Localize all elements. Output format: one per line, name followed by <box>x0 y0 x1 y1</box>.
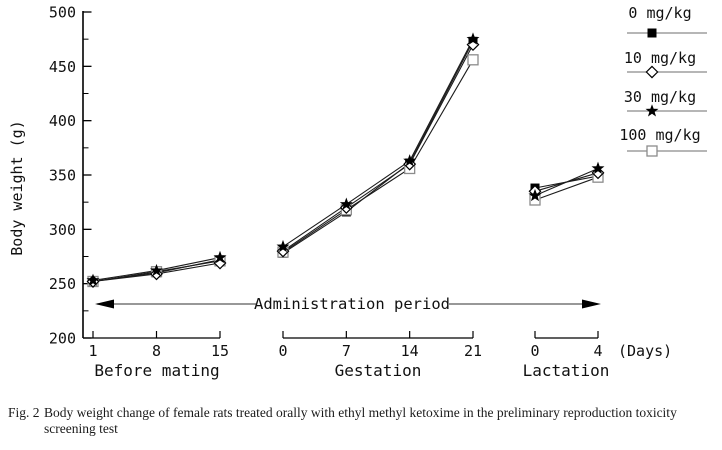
open-diamond-marker <box>645 65 659 79</box>
x-tick-label: 7 <box>342 342 351 360</box>
figure-caption: Fig. 2 Body weight change of female rats… <box>8 405 716 437</box>
administration-period-annotation: Administration period <box>95 295 601 313</box>
y-tick-label: 250 <box>49 275 76 293</box>
filled-star-marker <box>150 263 163 277</box>
legend-item-100mgkg: 100 mg/kg <box>619 126 707 157</box>
y-tick-label: 400 <box>49 112 76 130</box>
arrowhead-right <box>582 299 601 309</box>
series-line-100mgkg <box>534 176 599 201</box>
x-tick-label: 14 <box>401 342 419 360</box>
filled-star-marker <box>466 32 480 45</box>
legend-label: 30 mg/kg <box>624 88 696 106</box>
filled-star-marker <box>86 273 100 286</box>
x-tick-label: 15 <box>211 342 229 360</box>
caption-label: Fig. 2 <box>8 405 40 420</box>
filled-star-marker <box>528 188 542 202</box>
y-axis: 200 250 300 350 400 450 500 Body weight (g) <box>8 4 92 348</box>
open-square-marker <box>467 54 479 66</box>
legend-label: 10 mg/kg <box>624 49 696 67</box>
filled-star-marker <box>591 161 605 174</box>
filled-star-marker <box>213 250 227 264</box>
legend-label: 100 mg/kg <box>619 126 700 144</box>
x-tick-label: 0 <box>278 342 287 360</box>
x-axis-gestation: 0 7 14 21 Gestation <box>278 331 482 380</box>
legend-item-10mgkg: 10 mg/kg <box>624 49 707 79</box>
x-tick-label: 0 <box>530 342 539 360</box>
x-tick-label: 4 <box>593 342 602 360</box>
filled-star-marker <box>403 154 417 167</box>
section-label: Before mating <box>94 361 219 380</box>
y-tick-label: 350 <box>49 167 76 185</box>
legend-item-0mgkg: 0 mg/kg <box>627 4 707 38</box>
series-lines <box>92 38 599 283</box>
legend: 0 mg/kg 10 mg/kg 30 mg/kg 100 mg/kg <box>619 4 707 157</box>
x-tick-label: 21 <box>464 342 482 360</box>
series-line-30mgkg <box>534 167 599 197</box>
series-markers <box>86 32 605 288</box>
y-tick-label: 200 <box>49 330 76 348</box>
filled-star-marker <box>645 104 659 117</box>
legend-item-30mgkg: 30 mg/kg <box>624 88 707 117</box>
days-unit-label: (Days) <box>618 342 672 360</box>
y-tick-label: 450 <box>49 58 76 76</box>
arrowhead-left <box>95 299 114 309</box>
x-tick-label: 8 <box>152 342 161 360</box>
filled-star-marker <box>276 239 290 253</box>
open-square-marker <box>646 145 658 157</box>
y-tick-label: 300 <box>49 221 76 239</box>
caption-text: Body weight change of female rats treate… <box>44 405 677 437</box>
x-tick-label: 1 <box>88 342 97 360</box>
y-tick-label: 500 <box>49 4 76 22</box>
series-line-100mgkg <box>282 59 474 253</box>
y-axis-title: Body weight (g) <box>8 120 26 255</box>
section-label: Lactation <box>523 361 610 380</box>
filled-star-marker <box>339 197 353 210</box>
section-label: Gestation <box>335 361 422 380</box>
filled-square-marker <box>647 28 657 38</box>
administration-period-label: Administration period <box>254 295 450 313</box>
series-line-0mgkg <box>282 41 474 254</box>
series-line-30mgkg <box>282 38 474 248</box>
legend-label: 0 mg/kg <box>628 4 691 22</box>
series-line-10mgkg <box>282 44 474 252</box>
